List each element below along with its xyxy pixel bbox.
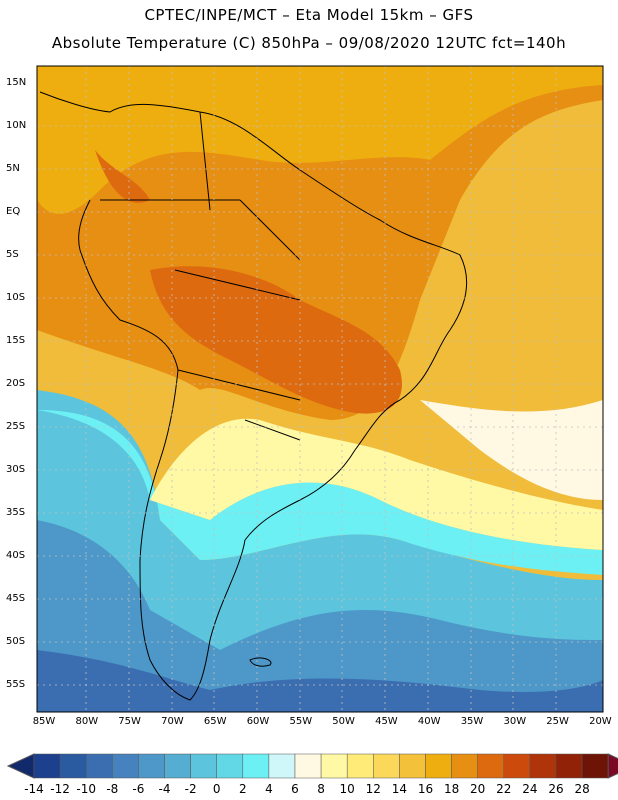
lon-label-85w: 85W: [32, 716, 56, 727]
lon-label-75w: 75W: [118, 716, 141, 727]
lon-label-65w: 65W: [203, 716, 227, 727]
lon-label-40w: 40W: [417, 716, 441, 727]
lon-label-70w: 70W: [161, 716, 184, 727]
lon-label-45w: 45W: [375, 716, 398, 727]
colorbar-tick-label: 20: [470, 782, 486, 796]
colorbar-swatch: [268, 753, 296, 779]
colorbar-tick-label: 6: [291, 782, 299, 796]
colorbar-swatch: [477, 753, 505, 779]
colorbar-swatch: [59, 753, 87, 779]
colorbar-tick-label: -10: [76, 782, 96, 796]
colorbar-tick-label: 4: [265, 782, 273, 796]
colorbar-tick-label: 22: [496, 782, 512, 796]
colorbar-swatch: [320, 753, 348, 779]
lat-label-40s: 40S: [6, 550, 26, 561]
colorbar-tick-label: -4: [158, 782, 171, 796]
colorbar-swatch: [451, 753, 478, 779]
colorbar-tick-label: 18: [443, 782, 460, 796]
colorbar-tick-label: 8: [317, 782, 325, 796]
colorbar-tick-label: -12: [50, 782, 70, 796]
colorbar: [6, 753, 618, 779]
lat-label-eq: EQ: [6, 206, 21, 217]
lat-label-50s: 50S: [6, 636, 26, 647]
lon-label-35w: 35W: [460, 716, 484, 727]
lon-label-50w: 50W: [332, 716, 355, 727]
graticule: [37, 66, 603, 712]
lat-label-10s: 10S: [6, 292, 26, 303]
lon-label-25w: 25W: [546, 716, 569, 727]
lat-label-5n: 5N: [6, 163, 20, 174]
colorbar-swatch: [190, 753, 217, 779]
colorbar-swatch: [373, 753, 400, 779]
colorbar-swatch: [164, 753, 191, 779]
colorbar-tick-label: -14: [24, 782, 44, 796]
colorbar-tick-label: 16: [417, 782, 434, 796]
colorbar-tick-label: -2: [184, 782, 197, 796]
colorbar-tick-label: 26: [548, 782, 564, 796]
colorbar-over-arrow: [607, 753, 618, 779]
colorbar-swatch: [346, 753, 374, 779]
field-light-yellow: [150, 418, 603, 550]
lon-label-60w: 60W: [246, 716, 270, 727]
lat-label-5s: 5S: [6, 249, 19, 260]
colorbar-tick-label: 14: [391, 782, 408, 796]
colorbar-swatch: [581, 753, 609, 779]
colorbar-swatch: [399, 753, 426, 779]
colorbar-tick-label: 2: [238, 782, 247, 796]
field-orange-north: [37, 66, 603, 214]
lat-label-20s: 20S: [6, 378, 26, 389]
lat-label-10n: 10N: [6, 120, 27, 131]
colorbar-tick-label: -8: [106, 782, 119, 796]
field-pale-patch: [420, 400, 603, 500]
map-border: [36, 65, 604, 713]
colorbar-tick-label: 28: [574, 782, 590, 796]
coastlines: [39, 91, 468, 701]
colorbar-swatch: [85, 753, 113, 779]
colorbar-swatch: [425, 753, 452, 779]
colorbar-tick-label: -6: [132, 782, 145, 796]
field-cyan-strip: [37, 410, 603, 575]
colorbar-swatch: [555, 753, 583, 779]
lat-label-35s: 35S: [6, 507, 26, 518]
colorbar-swatch: [503, 753, 531, 779]
lon-label-55w: 55W: [289, 716, 313, 727]
colorbar-tick-label: 12: [365, 782, 381, 796]
colorbar-swatch: [112, 753, 139, 779]
colorbar-swatch: [529, 753, 557, 779]
colorbar-swatch: [294, 753, 322, 779]
field-cold-blue: [37, 520, 603, 712]
lat-label-30s: 30S: [6, 464, 26, 475]
lat-label-15n: 15N: [6, 77, 27, 88]
colorbar-swatch: [138, 753, 165, 779]
field-hot-core: [150, 266, 402, 414]
field-cold-deepblue: [37, 650, 603, 712]
chart-title-line-1: CPTEC/INPE/MCT – Eta Model 15km – GFS: [144, 6, 474, 24]
colorbar-tick-label: 24: [522, 782, 538, 796]
colorbar-swatch: [242, 753, 270, 779]
field-warm-orange: [37, 66, 603, 420]
colorbar-tick-label: 0: [212, 782, 221, 796]
lat-label-25s: 25S: [6, 421, 26, 432]
lon-label-20w: 20W: [589, 716, 612, 727]
temperature-field: [37, 66, 603, 712]
colorbar-swatch: [33, 753, 61, 779]
colorbar-swatch: [216, 753, 244, 779]
lon-label-30w: 30W: [503, 716, 527, 727]
field-hot-north: [95, 150, 150, 203]
chart-title-line-2: Absolute Temperature (C) 850hPa – 09/08/…: [51, 34, 567, 52]
lat-label-15s: 15S: [6, 335, 26, 346]
lat-label-55s: 55S: [6, 679, 26, 690]
colorbar-under-arrow: [6, 753, 35, 779]
lat-label-45s: 45S: [6, 593, 26, 604]
lon-label-80w: 80W: [75, 716, 99, 727]
colorbar-tick-label: 10: [339, 782, 355, 796]
